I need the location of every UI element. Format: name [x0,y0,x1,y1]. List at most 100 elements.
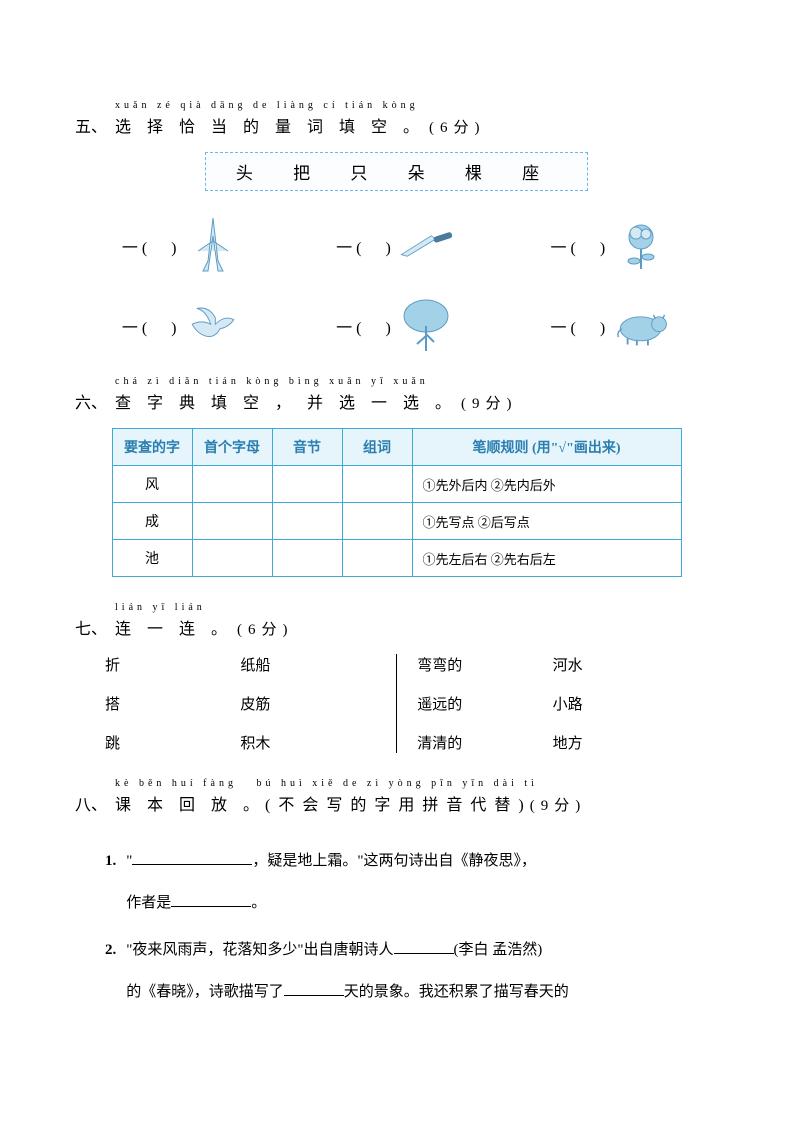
th: 要查的字 [112,429,192,466]
flower-icon [611,216,671,276]
knife-icon [397,216,457,276]
title-text: 选 择 恰 当 的 量 词 填 空 。(6分) [115,113,486,137]
blank[interactable]: 一 ( ) [550,314,605,338]
fill-blank[interactable] [394,939,454,954]
fill-blank[interactable] [171,892,251,907]
fill-blank[interactable] [284,981,344,996]
section-num: 八、 [75,791,107,815]
match-item[interactable]: 清清的 [417,732,552,753]
points: (9分) [461,396,518,412]
points: (6分) [429,120,486,136]
blank-cell[interactable] [192,540,272,577]
section-num: 六、 [75,389,107,413]
section-title-block: chá zì diǎn tián kòng bìng xuǎn yī xuǎn … [115,376,518,413]
q5-item: 一 ( ) [122,296,243,356]
section-title-block: lián yī lián 连 一 连 。(6分) [115,602,294,639]
q5-item: 一 ( ) [550,296,671,356]
q8-content: 1. "，疑是地上霜。"这两句诗出自《静夜思》， 作者是。 2. "夜来风雨声，… [75,830,718,1013]
blank[interactable]: 一 ( ) [122,234,177,258]
match-item[interactable]: 弯弯的 [417,654,552,675]
rule-cell[interactable]: ①先左后右 ②先右后左 [412,540,681,577]
rule-cell[interactable]: ①先写点 ②后写点 [412,503,681,540]
item-text: "夜来风雨声，花落知多少"出自唐朝诗人(李白 孟浩然) 的《春晓》，诗歌描写了天… [126,929,698,1013]
blank-cell[interactable] [192,466,272,503]
section-title-block: xuǎn zé qià dāng de liàng cí tián kòng 选… [115,100,486,137]
item-num: 2. [105,929,116,1013]
col: 河水 小路 地方 [553,654,688,753]
section-7-header: 七、 lián yī lián 连 一 连 。(6分) [75,602,718,639]
match-item[interactable]: 折 [105,654,240,675]
title-text: 连 一 连 。(6分) [115,615,294,639]
th: 笔顺规则 (用"√"画出来) [412,429,681,466]
match-item[interactable]: 地方 [553,732,688,753]
q8-item-2: 2. "夜来风雨声，花落知多少"出自唐朝诗人(李白 孟浩然) 的《春晓》，诗歌描… [105,929,698,1013]
q8-item-1: 1. "，疑是地上霜。"这两句诗出自《静夜思》， 作者是。 [105,840,698,924]
pinyin: lián yī lián [115,602,294,613]
blank[interactable]: 一 ( ) [336,314,391,338]
pinyin: xuǎn zé qià dāng de liàng cí tián kòng [115,100,486,111]
table-header-row: 要查的字 首个字母 音节 组词 笔顺规则 (用"√"画出来) [112,429,681,466]
blank-cell[interactable] [342,540,412,577]
q5-item: 一 ( ) [336,216,457,276]
matching-content: 折 搭 跳 纸船 皮筋 积木 弯弯的 遥远的 清清的 河水 小路 地方 [75,654,718,753]
blank-cell[interactable] [342,466,412,503]
blank-cell[interactable] [272,466,342,503]
tower-icon [183,216,243,276]
table-row: 风 ①先外后内 ②先内后外 [112,466,681,503]
col: 纸船 皮筋 积木 [240,654,375,753]
char-cell: 成 [112,503,192,540]
match-item[interactable]: 搭 [105,693,240,714]
title-text: 查 字 典 填 空 ， 并 选 一 选 。(9分) [115,389,518,413]
char-cell: 风 [112,466,192,503]
section-6-header: 六、 chá zì diǎn tián kòng bìng xuǎn yī xu… [75,376,718,413]
fill-blank[interactable] [132,850,252,865]
measure-word-box: 头 把 只 朵 棵 座 [205,152,588,191]
match-right: 弯弯的 遥远的 清清的 河水 小路 地方 [417,654,688,753]
blank-cell[interactable] [342,503,412,540]
section-num: 七、 [75,615,107,639]
section-5-header: 五、 xuǎn zé qià dāng de liàng cí tián kòn… [75,100,718,137]
dictionary-table: 要查的字 首个字母 音节 组词 笔顺规则 (用"√"画出来) 风 ①先外后内 ②… [112,428,682,577]
blank-cell[interactable] [272,540,342,577]
table-row: 池 ①先左后右 ②先右后左 [112,540,681,577]
match-item[interactable]: 纸船 [240,654,375,675]
blank[interactable]: 一 ( ) [336,234,391,258]
pinyin: chá zì diǎn tián kòng bìng xuǎn yī xuǎn [115,376,518,387]
item-num: 1. [105,840,116,924]
q5-item: 一 ( ) [122,216,243,276]
section-num: 五、 [75,113,107,137]
table-row: 成 ①先写点 ②后写点 [112,503,681,540]
q5-row-1: 一 ( ) 一 ( ) 一 ( ) [75,216,718,276]
cow-icon [611,296,671,356]
q5-item: 一 ( ) [336,296,457,356]
points: (6分) [237,622,294,638]
tree-icon [397,296,457,356]
col: 弯弯的 遥远的 清清的 [417,654,552,753]
blank-cell[interactable] [272,503,342,540]
th: 组词 [342,429,412,466]
section-title-block: kè běn huí fàng bú huì xiě de zì yòng pī… [115,778,586,815]
match-left: 折 搭 跳 纸船 皮筋 积木 [105,654,376,753]
blank[interactable]: 一 ( ) [122,314,177,338]
blank-cell[interactable] [192,503,272,540]
divider [396,654,398,753]
q5-item: 一 ( ) [550,216,671,276]
match-item[interactable]: 积木 [240,732,375,753]
char-cell: 池 [112,540,192,577]
match-item[interactable]: 遥远的 [417,693,552,714]
rule-cell[interactable]: ①先外后内 ②先内后外 [412,466,681,503]
match-item[interactable]: 河水 [553,654,688,675]
title-text: 课 本 回 放 。( 不 会 写 的 字 用 拼 音 代 替 )(9分) [115,791,586,815]
pinyin: kè běn huí fàng bú huì xiě de zì yòng pī… [115,778,586,789]
item-text: "，疑是地上霜。"这两句诗出自《静夜思》， 作者是。 [126,840,698,924]
q5-grid: 一 ( ) 一 ( ) 一 ( ) 一 ( ) [75,216,718,356]
q5-row-2: 一 ( ) 一 ( ) 一 ( ) [75,296,718,356]
match-item[interactable]: 小路 [553,693,688,714]
match-item[interactable]: 皮筋 [240,693,375,714]
th: 音节 [272,429,342,466]
col: 折 搭 跳 [105,654,240,753]
section-8-header: 八、 kè běn huí fàng bú huì xiě de zì yòng… [75,778,718,815]
blank[interactable]: 一 ( ) [550,234,605,258]
points: (9分) [530,798,587,814]
match-item[interactable]: 跳 [105,732,240,753]
